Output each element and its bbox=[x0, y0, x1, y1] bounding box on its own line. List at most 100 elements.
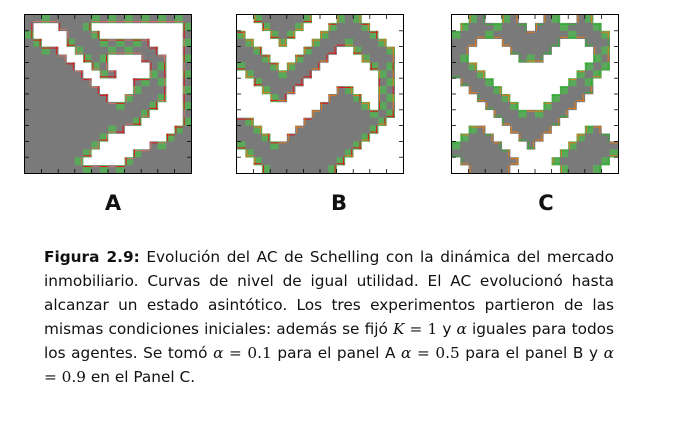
occupied-cell bbox=[116, 109, 125, 118]
occupied-cell bbox=[99, 125, 109, 134]
occupied-cell bbox=[501, 157, 511, 166]
occupied-cell bbox=[286, 86, 296, 95]
occupied-cell bbox=[124, 157, 134, 166]
occupied-cell bbox=[468, 62, 478, 71]
occupied-cell bbox=[501, 109, 511, 118]
occupied-cell bbox=[609, 141, 618, 150]
occupied-cell bbox=[601, 54, 610, 63]
occupied-cell bbox=[369, 62, 379, 71]
occupied-cell bbox=[278, 149, 288, 158]
occupied-cell bbox=[303, 15, 312, 24]
occupied-cell bbox=[468, 15, 478, 24]
occupied-cell bbox=[132, 78, 142, 87]
occupied-cell bbox=[576, 141, 586, 150]
occupied-cell bbox=[353, 38, 362, 47]
occupied-cell bbox=[584, 157, 594, 166]
occupied-cell bbox=[535, 38, 544, 47]
occupied-cell bbox=[124, 165, 134, 173]
occupied-cell bbox=[261, 62, 271, 71]
occupied-cell bbox=[83, 22, 92, 32]
occupied-cell bbox=[320, 54, 329, 63]
occupied-cell bbox=[311, 62, 321, 71]
occupied-cell bbox=[526, 133, 536, 142]
occupied-cell bbox=[74, 125, 84, 134]
alpha-c-value: = 0.9 bbox=[44, 368, 87, 386]
occupied-cell bbox=[182, 15, 191, 24]
occupied-cell bbox=[568, 86, 577, 95]
occupied-cell bbox=[91, 165, 100, 173]
occupied-cell bbox=[336, 133, 346, 142]
occupied-cell bbox=[295, 70, 304, 79]
occupied-cell bbox=[66, 22, 76, 32]
occupied-cell bbox=[66, 62, 76, 71]
occupied-cell bbox=[584, 22, 594, 32]
occupied-cell bbox=[33, 101, 42, 111]
occupied-cell bbox=[551, 117, 561, 126]
alpha-symbol: α bbox=[456, 320, 467, 338]
occupied-cell bbox=[501, 117, 511, 126]
occupied-cell bbox=[452, 62, 461, 71]
occupied-cell bbox=[261, 86, 271, 95]
occupied-cell bbox=[386, 109, 395, 118]
occupied-cell bbox=[493, 149, 503, 158]
occupied-cell bbox=[328, 117, 337, 126]
occupied-cell bbox=[132, 109, 142, 118]
occupied-cell bbox=[74, 86, 84, 95]
occupied-cell bbox=[99, 133, 109, 142]
occupied-cell bbox=[270, 22, 279, 32]
occupied-cell bbox=[303, 141, 312, 150]
occupied-cell bbox=[149, 101, 159, 111]
occupied-cell bbox=[576, 165, 586, 173]
occupied-cell bbox=[303, 149, 312, 158]
occupied-cell bbox=[83, 86, 92, 95]
occupied-cell bbox=[551, 101, 561, 111]
occupied-cell bbox=[25, 94, 34, 103]
occupied-cell bbox=[593, 157, 602, 166]
occupied-cell bbox=[593, 30, 602, 39]
occupied-cell bbox=[353, 141, 362, 150]
occupied-cell bbox=[108, 117, 117, 126]
occupied-cell bbox=[91, 94, 100, 103]
occupied-cell bbox=[157, 70, 167, 79]
occupied-cell bbox=[74, 30, 84, 39]
occupied-cell bbox=[378, 109, 387, 118]
occupied-cell bbox=[25, 109, 34, 118]
occupied-cell bbox=[91, 133, 100, 142]
occupied-cell bbox=[141, 38, 150, 47]
occupied-cell bbox=[559, 30, 569, 39]
occupied-cell bbox=[584, 165, 594, 173]
occupied-cell bbox=[66, 38, 76, 47]
panel-b-plot bbox=[236, 14, 404, 174]
occupied-cell bbox=[245, 62, 254, 71]
occupied-cell bbox=[361, 22, 371, 32]
occupied-cell bbox=[295, 125, 304, 134]
occupied-cell bbox=[468, 70, 478, 79]
occupied-cell bbox=[58, 109, 67, 118]
occupied-cell bbox=[33, 15, 42, 24]
occupied-cell bbox=[344, 141, 354, 150]
occupied-cell bbox=[83, 117, 92, 126]
occupied-cell bbox=[270, 15, 279, 24]
occupied-cell bbox=[66, 165, 76, 173]
occupied-cell bbox=[584, 15, 594, 24]
occupied-cell bbox=[593, 46, 602, 55]
occupied-cell bbox=[132, 15, 142, 24]
occupied-cell bbox=[468, 157, 478, 166]
occupied-cell bbox=[83, 125, 92, 134]
occupied-cell bbox=[593, 165, 602, 173]
occupied-cell bbox=[328, 46, 337, 55]
occupied-cell bbox=[485, 94, 494, 103]
occupied-cell bbox=[58, 22, 67, 32]
occupied-cell bbox=[518, 38, 527, 47]
occupied-cell bbox=[108, 70, 117, 79]
occupied-cell bbox=[295, 133, 304, 142]
occupied-cell bbox=[518, 46, 527, 55]
occupied-cell bbox=[452, 38, 461, 47]
occupied-cell bbox=[295, 165, 304, 173]
occupied-cell bbox=[535, 54, 544, 63]
occupied-cell bbox=[25, 125, 34, 134]
occupied-cell bbox=[74, 94, 84, 103]
occupied-cell bbox=[559, 109, 569, 118]
occupied-cell bbox=[485, 141, 494, 150]
occupied-cell bbox=[149, 141, 159, 150]
